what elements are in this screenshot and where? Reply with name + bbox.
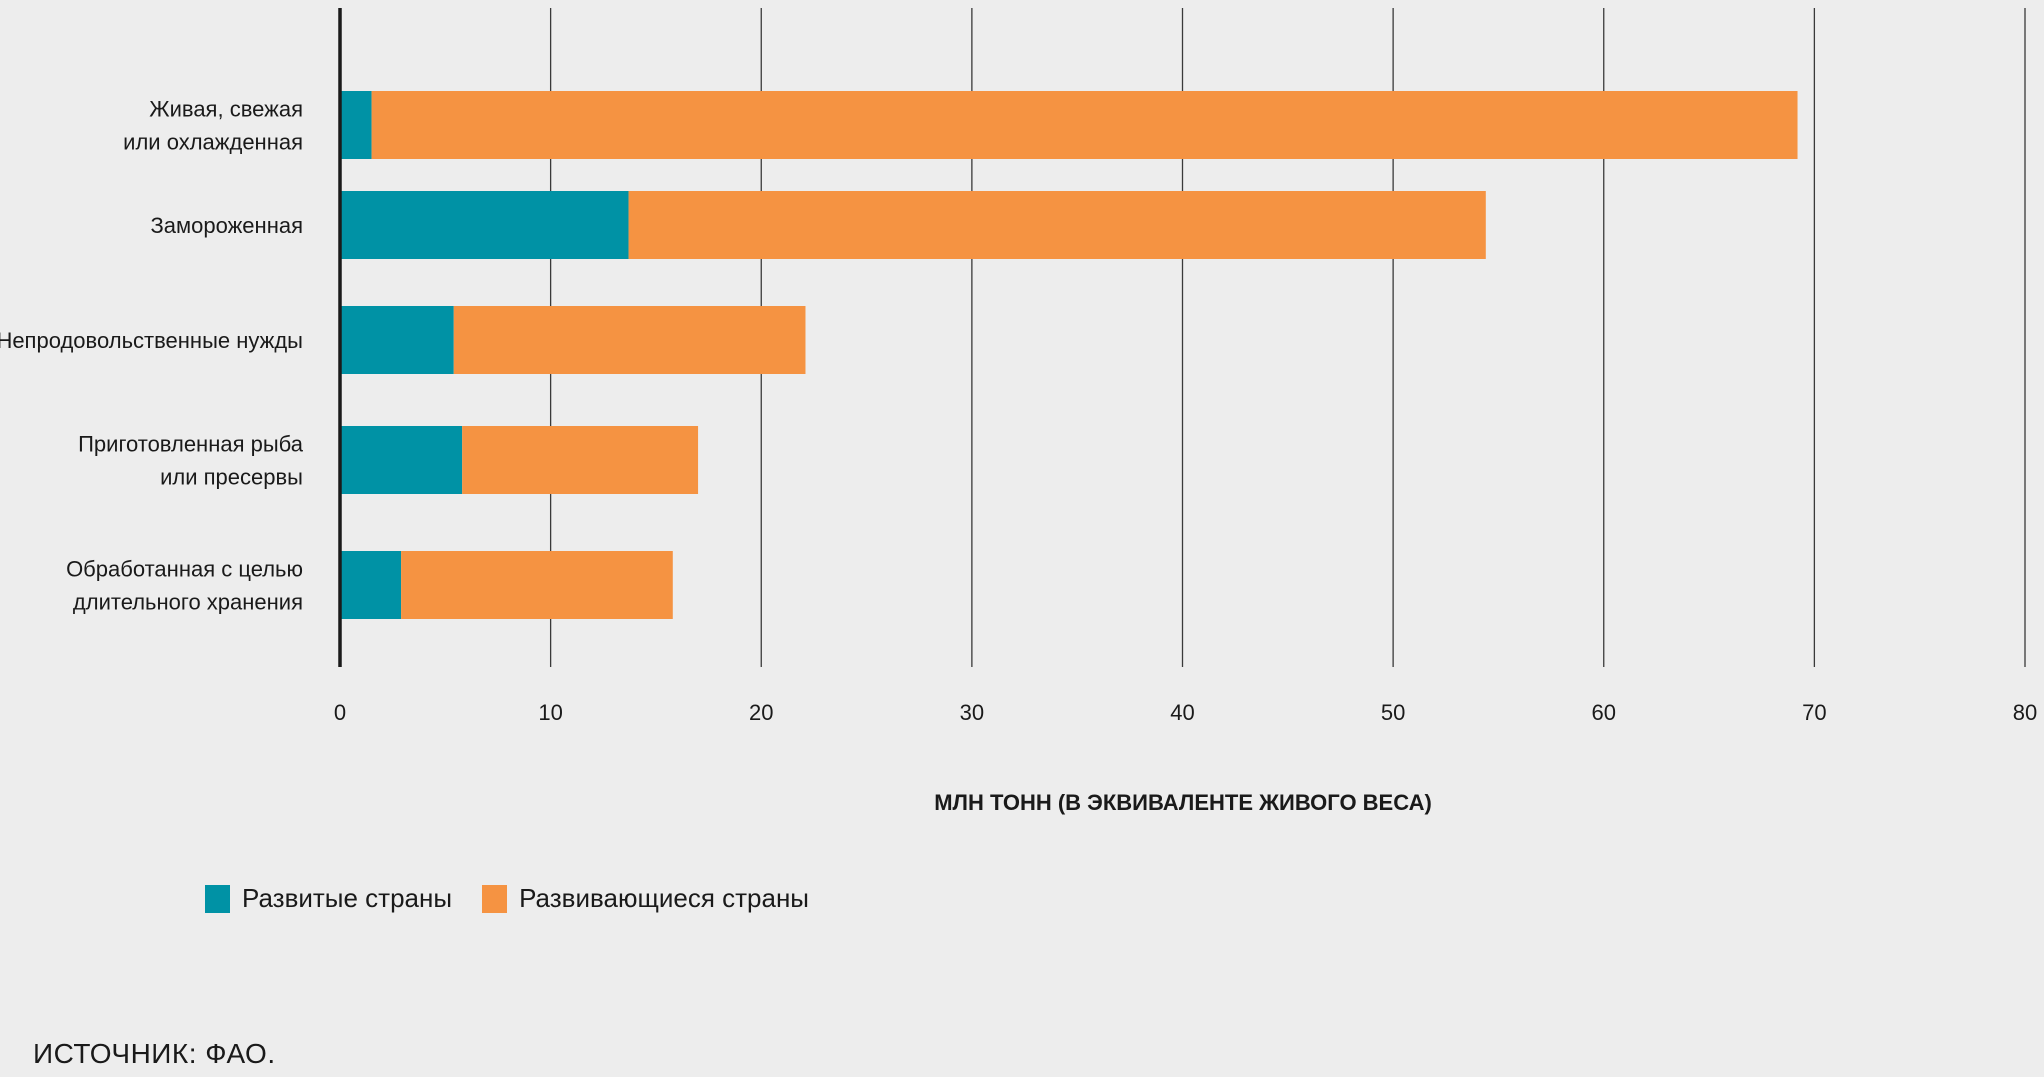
source-note: ИСТОЧНИК: ФАО. [33,1038,276,1069]
bar-developed-3 [340,426,463,494]
legend-item-developing: Развивающиеся страны [482,883,809,914]
x-tick-label-10: 10 [538,700,562,725]
legend-label-developed: Развитые страны [242,883,453,913]
bar-developing-3 [462,426,699,494]
bar-developed-4 [340,551,402,619]
category-label-4-0: Обработанная с целью [66,557,303,582]
x-tick-label-0: 0 [334,700,346,725]
bar-developing-0 [371,91,1798,159]
x-tick-label-50: 50 [1381,700,1405,725]
category-label-0-1: или охлажденная [123,130,303,155]
x-axis: 0 10 20 30 40 50 60 70 80 [334,8,2037,725]
x-tick-label-30: 30 [960,700,984,725]
category-label-3-0: Приготовленная рыба [78,432,304,457]
legend-swatch-developing [482,884,508,913]
bar-developing-2 [453,306,806,374]
bars [340,91,1798,619]
x-tick-label-70: 70 [1802,700,1826,725]
legend-swatch-developed [205,884,230,913]
category-labels: Живая, свежая или охлажденная Замороженная… [0,97,304,615]
bar-developed-1 [340,191,629,259]
category-label-2-0: Непродовольственные нужды [0,328,303,353]
x-tick-label-60: 60 [1592,700,1616,725]
category-label-3-1: или пресервы [160,465,303,490]
bar-developed-0 [340,91,372,159]
x-axis-title: МЛН ТОНН (В ЭКВИВАЛЕНТЕ ЖИВОГО ВЕСА) [934,790,1432,815]
bar-developing-1 [628,191,1486,259]
bar-developing-4 [401,551,673,619]
legend-label-developing: Развивающиеся страны [519,883,809,913]
bar-developed-2 [340,306,454,374]
x-tick-label-40: 40 [1170,700,1194,725]
category-label-0-0: Живая, свежая [149,97,303,122]
category-label-1-0: Замороженная [150,213,303,238]
x-tick-label-80: 80 [2013,700,2037,725]
legend: Развитые страны Развивающиеся страны [205,883,839,914]
legend-item-developed: Развитые страны [205,883,452,914]
x-tick-label-20: 20 [749,700,773,725]
category-label-4-1: длительного хранения [73,590,303,615]
